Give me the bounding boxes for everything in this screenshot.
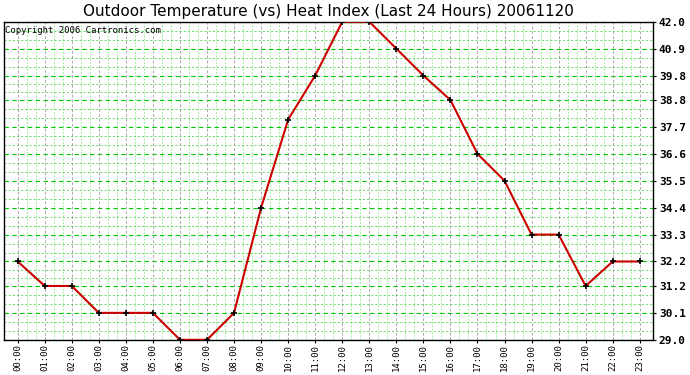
Text: Copyright 2006 Cartronics.com: Copyright 2006 Cartronics.com: [6, 27, 161, 36]
Title: Outdoor Temperature (vs) Heat Index (Last 24 Hours) 20061120: Outdoor Temperature (vs) Heat Index (Las…: [83, 4, 574, 19]
